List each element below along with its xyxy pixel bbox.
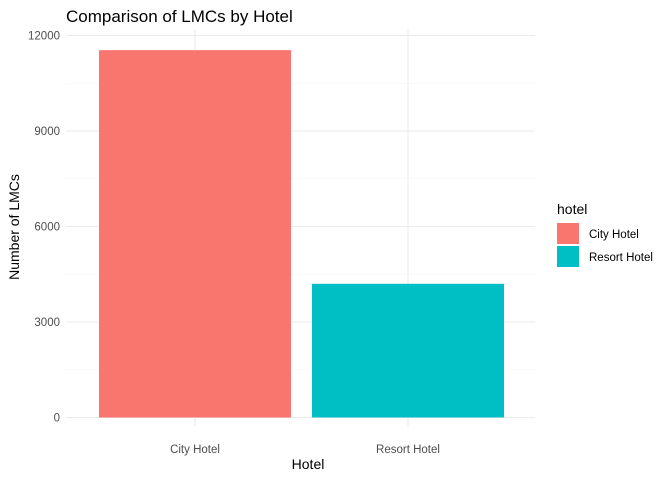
legend-label: City Hotel — [589, 229, 639, 241]
y-tick-label: 12000 — [28, 31, 60, 43]
legend-swatch — [557, 246, 579, 267]
bar — [99, 50, 291, 418]
y-axis-label: Number of LMCs — [6, 174, 22, 280]
legend-title: hotel — [557, 201, 587, 217]
x-axis-ticks: City Hotel Resort Hotel — [170, 444, 440, 456]
bar — [312, 283, 504, 418]
bars — [99, 50, 504, 418]
x-tick-label: City Hotel — [170, 444, 220, 456]
chart-title: Comparison of LMCs by Hotel — [66, 7, 293, 26]
x-axis-label: Hotel — [292, 456, 325, 472]
legend-label: Resort Hotel — [589, 252, 653, 264]
y-axis-ticks: 0 3000 6000 9000 12000 — [28, 31, 60, 425]
legend-swatch — [557, 223, 579, 244]
y-tick-label: 6000 — [34, 222, 60, 234]
y-tick-label: 3000 — [34, 317, 60, 329]
legend: hotel City Hotel Resort Hotel — [557, 201, 653, 267]
y-tick-label: 0 — [54, 413, 60, 425]
x-tick-label: Resort Hotel — [376, 444, 440, 456]
y-tick-label: 9000 — [34, 126, 60, 138]
